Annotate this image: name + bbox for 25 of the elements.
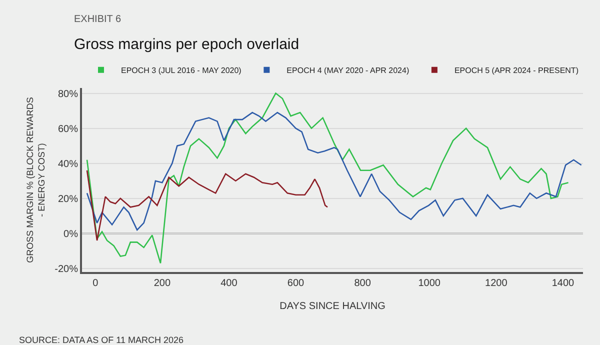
chart-title: Gross margins per epoch overlaid xyxy=(74,36,300,53)
legend-label: EPOCH 4 (MAY 2020 - APR 2024) xyxy=(286,66,410,75)
legend-label: EPOCH 5 (APR 2024 - PRESENT) xyxy=(454,66,579,75)
x-tick-label: 600 xyxy=(287,278,305,289)
x-tick-label: 400 xyxy=(220,278,238,289)
line-series xyxy=(86,112,582,231)
y-tick-label: 60% xyxy=(58,124,78,135)
x-axis-title: DAYS SINCE HALVING xyxy=(280,301,386,312)
y-tick-label: 80% xyxy=(58,88,78,100)
x-tick-label: 800 xyxy=(354,278,372,289)
y-tick-label: 40% xyxy=(58,158,78,170)
source-note: SOURCE: DATA AS OF 11 MARCH 2026 xyxy=(19,335,184,345)
legend-label: EPOCH 3 (JUL 2016 - MAY 2020) xyxy=(121,66,242,75)
x-tick-label: 1000 xyxy=(418,278,441,289)
y-tick-label: 20% xyxy=(58,194,78,205)
x-tick-label: 1200 xyxy=(485,278,508,289)
chart-subtitle: EXHIBIT 6 xyxy=(74,14,122,25)
line-series xyxy=(86,170,328,242)
line-series xyxy=(86,92,569,264)
x-tick-label: 200 xyxy=(154,278,171,289)
y-axis-title: GROSS MARGIN % (BLOCK REWARDS - ENERGY COST) xyxy=(24,97,46,263)
x-tick-label: 1400 xyxy=(552,278,575,289)
x-tick-label: 0 xyxy=(92,278,99,289)
y-tick-label: 0% xyxy=(64,228,78,240)
y-tick-label: -20% xyxy=(54,264,78,275)
